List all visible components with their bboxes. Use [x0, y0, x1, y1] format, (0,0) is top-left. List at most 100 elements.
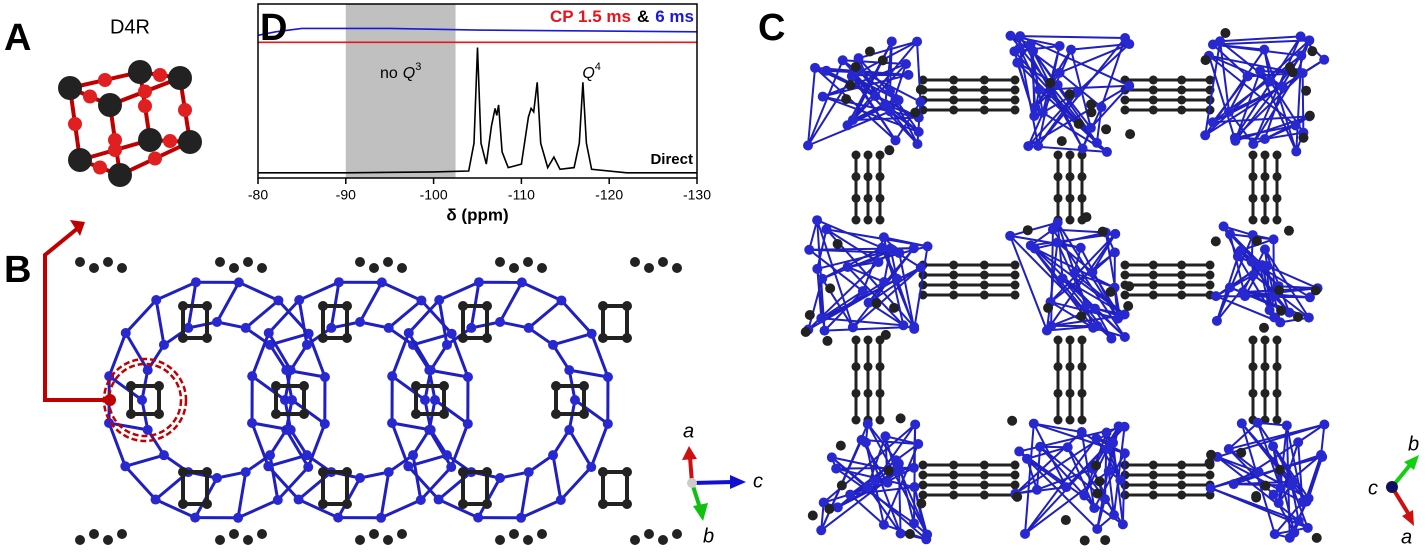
bond [807, 59, 844, 146]
atom [1060, 515, 1071, 526]
bond [823, 290, 864, 332]
atom [1053, 335, 1063, 345]
atom [1052, 217, 1063, 228]
bond [437, 498, 479, 519]
atom [644, 529, 654, 539]
atom [411, 409, 421, 419]
atom [816, 313, 827, 324]
atom [658, 257, 668, 267]
bond [267, 298, 301, 334]
atom [979, 480, 989, 490]
bond [289, 429, 309, 456]
atom [148, 151, 162, 166]
atom [120, 327, 131, 338]
atom [880, 329, 891, 340]
bond [849, 493, 885, 526]
atom [439, 381, 449, 391]
atom [318, 499, 328, 509]
bond [1263, 49, 1298, 152]
atom [949, 270, 959, 280]
axis-label: c [753, 470, 763, 492]
atom [875, 388, 885, 398]
atom [1105, 286, 1116, 297]
bond [268, 344, 288, 371]
atom [1010, 105, 1020, 115]
atom [883, 465, 894, 476]
annotation: Q4 [582, 61, 601, 82]
atom [75, 257, 85, 267]
atom [1057, 273, 1068, 284]
atom [1005, 230, 1016, 241]
atom [1272, 388, 1282, 398]
bond [387, 299, 423, 330]
atom [851, 172, 861, 182]
atom [1148, 290, 1158, 300]
bond [1090, 85, 1131, 129]
bond [108, 421, 148, 432]
atom [878, 232, 889, 243]
atom [880, 431, 891, 442]
atom [1264, 305, 1275, 316]
atom [1119, 421, 1130, 432]
atom [1304, 110, 1315, 121]
bond [1095, 106, 1103, 143]
atom [1206, 449, 1217, 460]
atom [918, 460, 928, 470]
bond [154, 299, 166, 346]
atom [979, 470, 989, 480]
bond [1259, 70, 1298, 152]
bond [1297, 423, 1325, 444]
atom [555, 495, 566, 506]
atom [1075, 242, 1086, 253]
atom [138, 128, 162, 152]
atom [1053, 415, 1063, 425]
bond [438, 280, 480, 302]
atom [875, 193, 885, 203]
atom [247, 417, 258, 428]
bond [1052, 228, 1126, 338]
atom [1272, 215, 1282, 225]
atom [875, 215, 885, 225]
axis-label: b [1408, 433, 1419, 455]
atom [397, 263, 407, 273]
atom [845, 80, 856, 91]
atom [894, 248, 905, 259]
atom [158, 450, 169, 461]
bond [336, 477, 362, 519]
bond [236, 471, 248, 519]
atom [870, 91, 881, 102]
atom [644, 263, 654, 273]
atom [108, 133, 122, 147]
atom [851, 362, 861, 372]
atom [1100, 535, 1111, 546]
atom [257, 529, 267, 539]
atom [1053, 172, 1063, 182]
atom [482, 499, 492, 509]
atom [482, 467, 492, 477]
atom [1205, 260, 1215, 270]
bond [846, 266, 905, 326]
atom [912, 139, 923, 150]
atom [1025, 39, 1036, 50]
atom [1053, 362, 1063, 372]
atom [1081, 300, 1092, 311]
atom [1268, 441, 1279, 452]
atom [1092, 523, 1103, 534]
atom [598, 333, 608, 343]
atom [851, 150, 861, 160]
atom [898, 320, 909, 331]
atom [837, 55, 848, 66]
atom [1301, 85, 1312, 96]
atom [1293, 437, 1304, 448]
atom [847, 322, 858, 333]
atom [1124, 39, 1135, 50]
atom [83, 89, 97, 104]
atom [1076, 311, 1087, 322]
atom [1110, 228, 1121, 239]
atom [901, 59, 912, 70]
atom [918, 490, 928, 500]
atom [949, 95, 959, 105]
bond [867, 247, 915, 304]
atom [877, 55, 888, 66]
atom [882, 477, 893, 488]
